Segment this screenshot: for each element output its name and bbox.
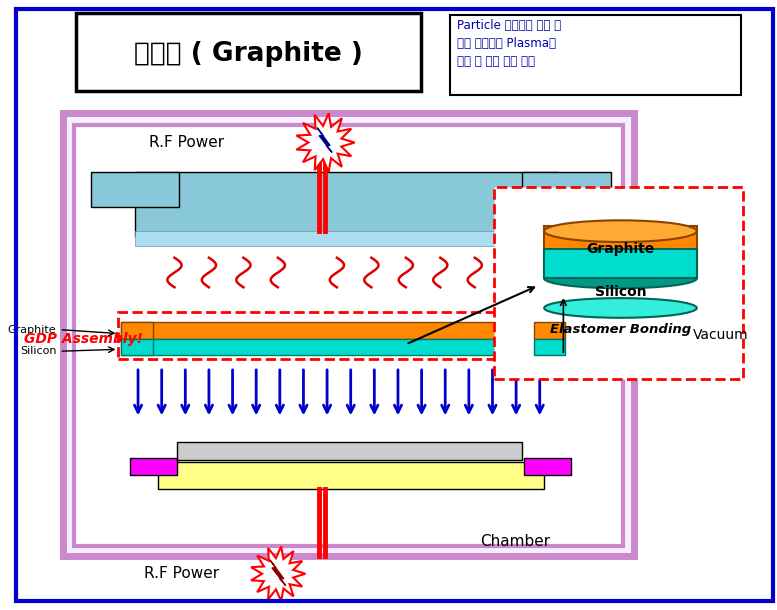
- Bar: [121, 321, 153, 339]
- Ellipse shape: [544, 298, 697, 318]
- Ellipse shape: [544, 268, 697, 289]
- Bar: [135, 172, 559, 236]
- Bar: [177, 442, 522, 459]
- Text: Silicon: Silicon: [20, 346, 57, 356]
- Polygon shape: [297, 113, 354, 172]
- Bar: [450, 15, 740, 95]
- Bar: [118, 312, 563, 359]
- Bar: [121, 339, 560, 355]
- Bar: [614, 350, 616, 356]
- Text: Silicon: Silicon: [594, 285, 646, 299]
- Bar: [76, 13, 420, 92]
- Text: R.F Power: R.F Power: [144, 566, 219, 581]
- Bar: [534, 321, 566, 339]
- Text: Graphite: Graphite: [8, 325, 57, 335]
- Bar: [121, 339, 153, 355]
- Bar: [616, 350, 619, 356]
- Text: GDP Assembly!: GDP Assembly!: [24, 332, 143, 346]
- Bar: [131, 458, 177, 475]
- Bar: [611, 350, 614, 356]
- Bar: [74, 125, 623, 546]
- Bar: [593, 350, 611, 356]
- Polygon shape: [317, 127, 332, 152]
- Ellipse shape: [544, 260, 697, 281]
- Text: Particle 발생으로 생산 수
율이 떨어지고 Plasma의
양과 질 또한 좋지 않음: Particle 발생으로 생산 수 율이 떨어지고 Plasma의 양과 질 …: [457, 20, 561, 68]
- Bar: [544, 226, 697, 271]
- Bar: [522, 172, 611, 207]
- Text: Graphite: Graphite: [587, 242, 654, 256]
- Bar: [524, 458, 571, 475]
- FancyArrow shape: [625, 345, 735, 373]
- Bar: [544, 249, 697, 278]
- Text: Elastomer Bonding: Elastomer Bonding: [550, 323, 691, 336]
- Bar: [63, 113, 634, 556]
- Text: Vacuum: Vacuum: [693, 328, 749, 342]
- Text: 문제점 ( Graphite ): 문제점 ( Graphite ): [134, 41, 363, 67]
- Polygon shape: [270, 560, 286, 586]
- Bar: [135, 231, 559, 246]
- Bar: [121, 321, 560, 339]
- Text: R.F Power: R.F Power: [148, 135, 224, 150]
- Polygon shape: [251, 547, 305, 601]
- Bar: [534, 339, 566, 355]
- Ellipse shape: [544, 220, 697, 242]
- Text: Chamber: Chamber: [479, 534, 550, 549]
- Bar: [158, 462, 544, 489]
- Bar: [494, 187, 743, 379]
- Bar: [91, 172, 179, 207]
